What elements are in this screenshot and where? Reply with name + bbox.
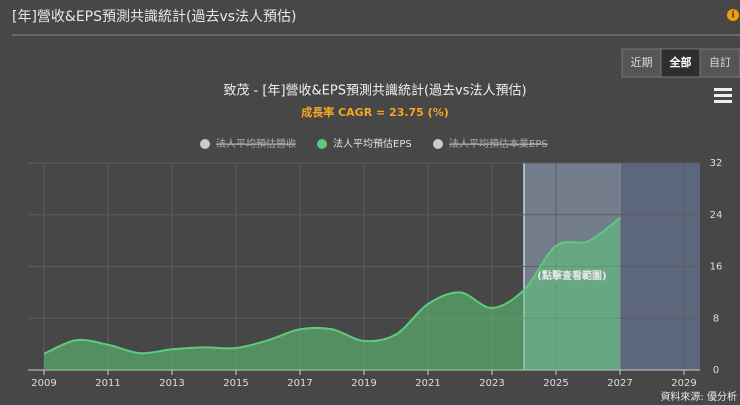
x-tick-label: 2027 [607,378,632,389]
range-button[interactable] [660,48,701,78]
legend-marker[interactable] [433,139,443,149]
y-tick-label: 16 [710,262,723,273]
x-tick-label: 2011 [95,378,120,389]
legend-marker[interactable] [200,139,210,149]
x-tick-label: 2025 [543,378,568,389]
header-title: [年]營收&EPS預測共識統計(過去vs法人預估) [12,9,297,25]
x-tick-label: 2017 [287,378,312,389]
series-line [43,217,621,355]
legend-marker[interactable] [317,139,327,149]
x-tick-label: 2019 [351,378,376,389]
y-tick-label: 32 [710,158,723,169]
chart-subtitle: 成長率 CAGR = 23.75 (%) [301,105,449,119]
x-tick-label: 2009 [31,378,56,389]
range-button[interactable] [621,48,662,78]
plot-band-label: (點擊查看範圍) [537,269,606,282]
range-button-label: 自訂 [709,55,731,69]
chart-title: 致茂 - [年]營收&EPS預測共識統計(過去vs法人預估) [223,83,526,99]
range-button-label: 全部 [669,55,692,69]
y-tick-label: 24 [710,210,723,221]
legend-label[interactable]: 法人平均預估EPS [333,137,412,150]
info-icon-text: i [731,11,734,21]
x-tick-label: 2013 [159,378,184,389]
y-tick-label: 0 [713,365,719,376]
info-icon[interactable] [727,9,739,21]
x-tick-label: 2015 [223,378,248,389]
menu-icon[interactable] [713,86,733,104]
source: 資料來源: 優分析 [660,390,737,403]
x-tick-label: 2029 [671,378,696,389]
range-button-label: 近期 [631,56,653,69]
y-tick-label: 8 [713,313,719,324]
range-button[interactable] [699,48,740,78]
x-tick-label: 2021 [415,378,440,389]
area-fill [44,217,620,370]
x-tick-label: 2023 [479,378,504,389]
